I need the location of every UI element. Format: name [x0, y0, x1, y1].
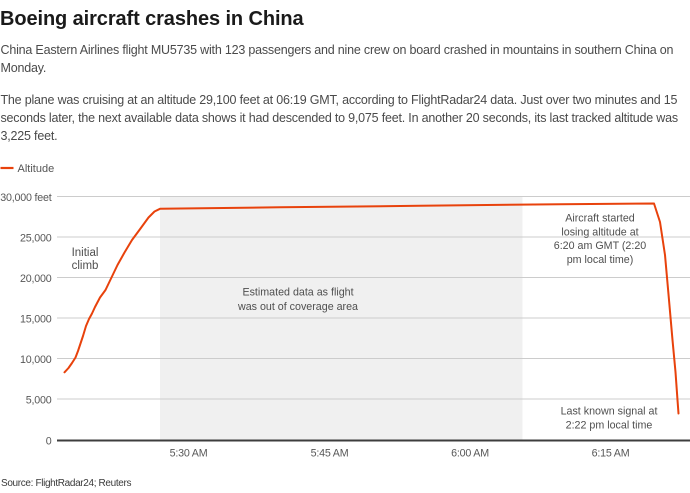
svg-text:climb: climb [72, 260, 99, 272]
svg-text:Aircraft started: Aircraft started [565, 213, 635, 225]
svg-text:was out of coverage area: was out of coverage area [237, 301, 358, 313]
svg-text:5:30 AM: 5:30 AM [170, 448, 208, 460]
svg-text:6:00 AM: 6:00 AM [451, 448, 489, 460]
svg-text:2:22 pm local time: 2:22 pm local time [566, 420, 653, 432]
svg-text:Initial: Initial [72, 247, 99, 259]
svg-text:25,000: 25,000 [20, 232, 52, 244]
svg-text:15,000: 15,000 [20, 313, 52, 325]
svg-text:Estimated data as flight: Estimated data as flight [242, 287, 353, 299]
svg-text:Altitude: Altitude [18, 163, 55, 175]
svg-text:0: 0 [46, 435, 52, 447]
svg-text:30,000 feet: 30,000 feet [0, 192, 52, 204]
svg-text:Last known signal at: Last known signal at [561, 406, 658, 418]
svg-text:5,000: 5,000 [26, 394, 52, 406]
svg-text:6:20 am GMT (2:20: 6:20 am GMT (2:20 [554, 240, 647, 252]
svg-text:losing altitude at: losing altitude at [561, 226, 638, 238]
svg-text:pm local time): pm local time) [567, 254, 634, 266]
svg-text:5:45 AM: 5:45 AM [311, 448, 349, 460]
svg-text:6:15 AM: 6:15 AM [592, 448, 630, 460]
svg-text:20,000: 20,000 [20, 273, 52, 285]
svg-text:10,000: 10,000 [20, 354, 52, 366]
